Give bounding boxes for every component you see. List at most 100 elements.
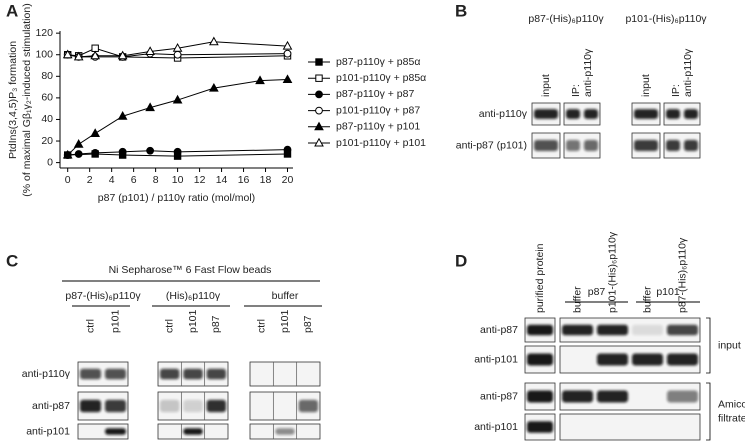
marker <box>117 50 128 60</box>
marker <box>74 150 83 158</box>
band <box>584 109 598 119</box>
lane-label: anti-p110γ <box>682 48 694 97</box>
band <box>684 140 698 151</box>
marker <box>73 139 84 148</box>
lane-label: ctrl <box>255 319 267 333</box>
band <box>632 324 663 336</box>
row-label: anti-p101 <box>474 421 518 433</box>
section-bracket <box>706 317 711 374</box>
band <box>566 109 580 119</box>
legend-label: p87-p110γ + p85α <box>336 56 420 68</box>
marker <box>173 50 182 59</box>
x-tick-label: 16 <box>238 174 250 186</box>
panel-title: Ni Sepharose™ 6 Fast Flow beads <box>109 264 272 276</box>
blot-frame <box>77 423 129 440</box>
marker <box>145 102 155 112</box>
band <box>298 399 318 413</box>
marker <box>209 82 219 92</box>
lane-label: p87-(His)₆p110γ <box>676 237 688 313</box>
band <box>597 390 628 403</box>
lane-label: ctrl <box>163 319 175 333</box>
legend-label: p87-p110γ + p87 <box>336 88 414 100</box>
panel-letter: D <box>455 251 467 270</box>
marker <box>282 74 293 84</box>
row-label: anti-p87 <box>32 400 70 412</box>
marker <box>315 106 323 115</box>
blot-frame <box>559 413 701 441</box>
band <box>667 324 698 336</box>
band <box>597 353 628 366</box>
band <box>183 368 203 380</box>
section-label: input <box>718 339 741 351</box>
lane-label: IP: <box>570 84 582 97</box>
band <box>584 140 598 151</box>
panel-letter: C <box>6 251 18 270</box>
band <box>666 140 680 151</box>
band <box>80 399 101 413</box>
marker <box>282 40 293 50</box>
x-tick-label: 14 <box>216 174 228 186</box>
legend-label: p101-p110γ + p85α <box>336 72 426 84</box>
band <box>684 109 698 119</box>
lane-label: purified protein <box>534 243 546 313</box>
band <box>632 353 663 366</box>
band <box>183 428 203 435</box>
marker <box>91 44 99 52</box>
band <box>562 390 593 403</box>
legend-label: p101-p110γ + p101 <box>336 137 426 149</box>
band <box>534 109 558 119</box>
x-tick-label: 6 <box>131 174 137 186</box>
marker <box>62 149 73 159</box>
marker <box>283 145 292 154</box>
marker <box>255 75 265 85</box>
marker <box>118 147 127 156</box>
lane-label: ctrl <box>84 319 96 333</box>
marker <box>90 128 101 137</box>
section-label: filtrate <box>718 412 745 424</box>
marker <box>117 110 128 120</box>
row-label: anti-p87 (p101) <box>456 139 527 151</box>
x-axis-label: p87 (p101) / p110γ ratio (mol/mol) <box>98 192 255 204</box>
x-tick-label: 8 <box>153 174 159 186</box>
group-title: p87-(His)₆p110γ <box>528 13 604 25</box>
band <box>105 368 126 380</box>
blot-frame <box>663 102 701 126</box>
marker <box>62 49 73 59</box>
group-title: buffer <box>272 290 299 302</box>
marker <box>172 94 183 104</box>
y-tick-label: 80 <box>41 70 53 82</box>
band <box>527 353 553 366</box>
band <box>634 140 658 151</box>
lane-label: p101 <box>109 309 121 333</box>
marker <box>315 58 323 66</box>
marker <box>173 147 182 156</box>
row-label: anti-p110γ <box>22 368 71 380</box>
x-tick-label: 4 <box>109 174 115 186</box>
marker <box>315 74 323 82</box>
y-tick-label: 60 <box>41 92 53 104</box>
band <box>597 324 628 336</box>
marker <box>314 121 324 131</box>
lane-label: buffer <box>641 286 653 313</box>
blot-frame <box>249 361 321 387</box>
x-tick-label: 12 <box>194 174 206 186</box>
x-tick-label: 18 <box>260 174 272 186</box>
marker <box>73 51 84 61</box>
row-label: anti-p101 <box>26 425 70 437</box>
lane-label: p87 <box>210 315 222 333</box>
band <box>160 399 180 413</box>
row-label: anti-p110γ <box>479 108 528 120</box>
marker <box>172 43 183 52</box>
band <box>206 399 226 413</box>
blot-frame <box>563 102 601 126</box>
x-tick-label: 10 <box>172 174 184 186</box>
x-tick-label: 0 <box>65 174 71 186</box>
band <box>634 109 658 119</box>
band <box>105 428 126 435</box>
marker <box>283 49 292 58</box>
marker <box>314 137 324 147</box>
section-label: Amicon <box>718 398 745 410</box>
y-tick-label: 100 <box>35 49 53 61</box>
x-tick-label: 2 <box>87 174 93 186</box>
